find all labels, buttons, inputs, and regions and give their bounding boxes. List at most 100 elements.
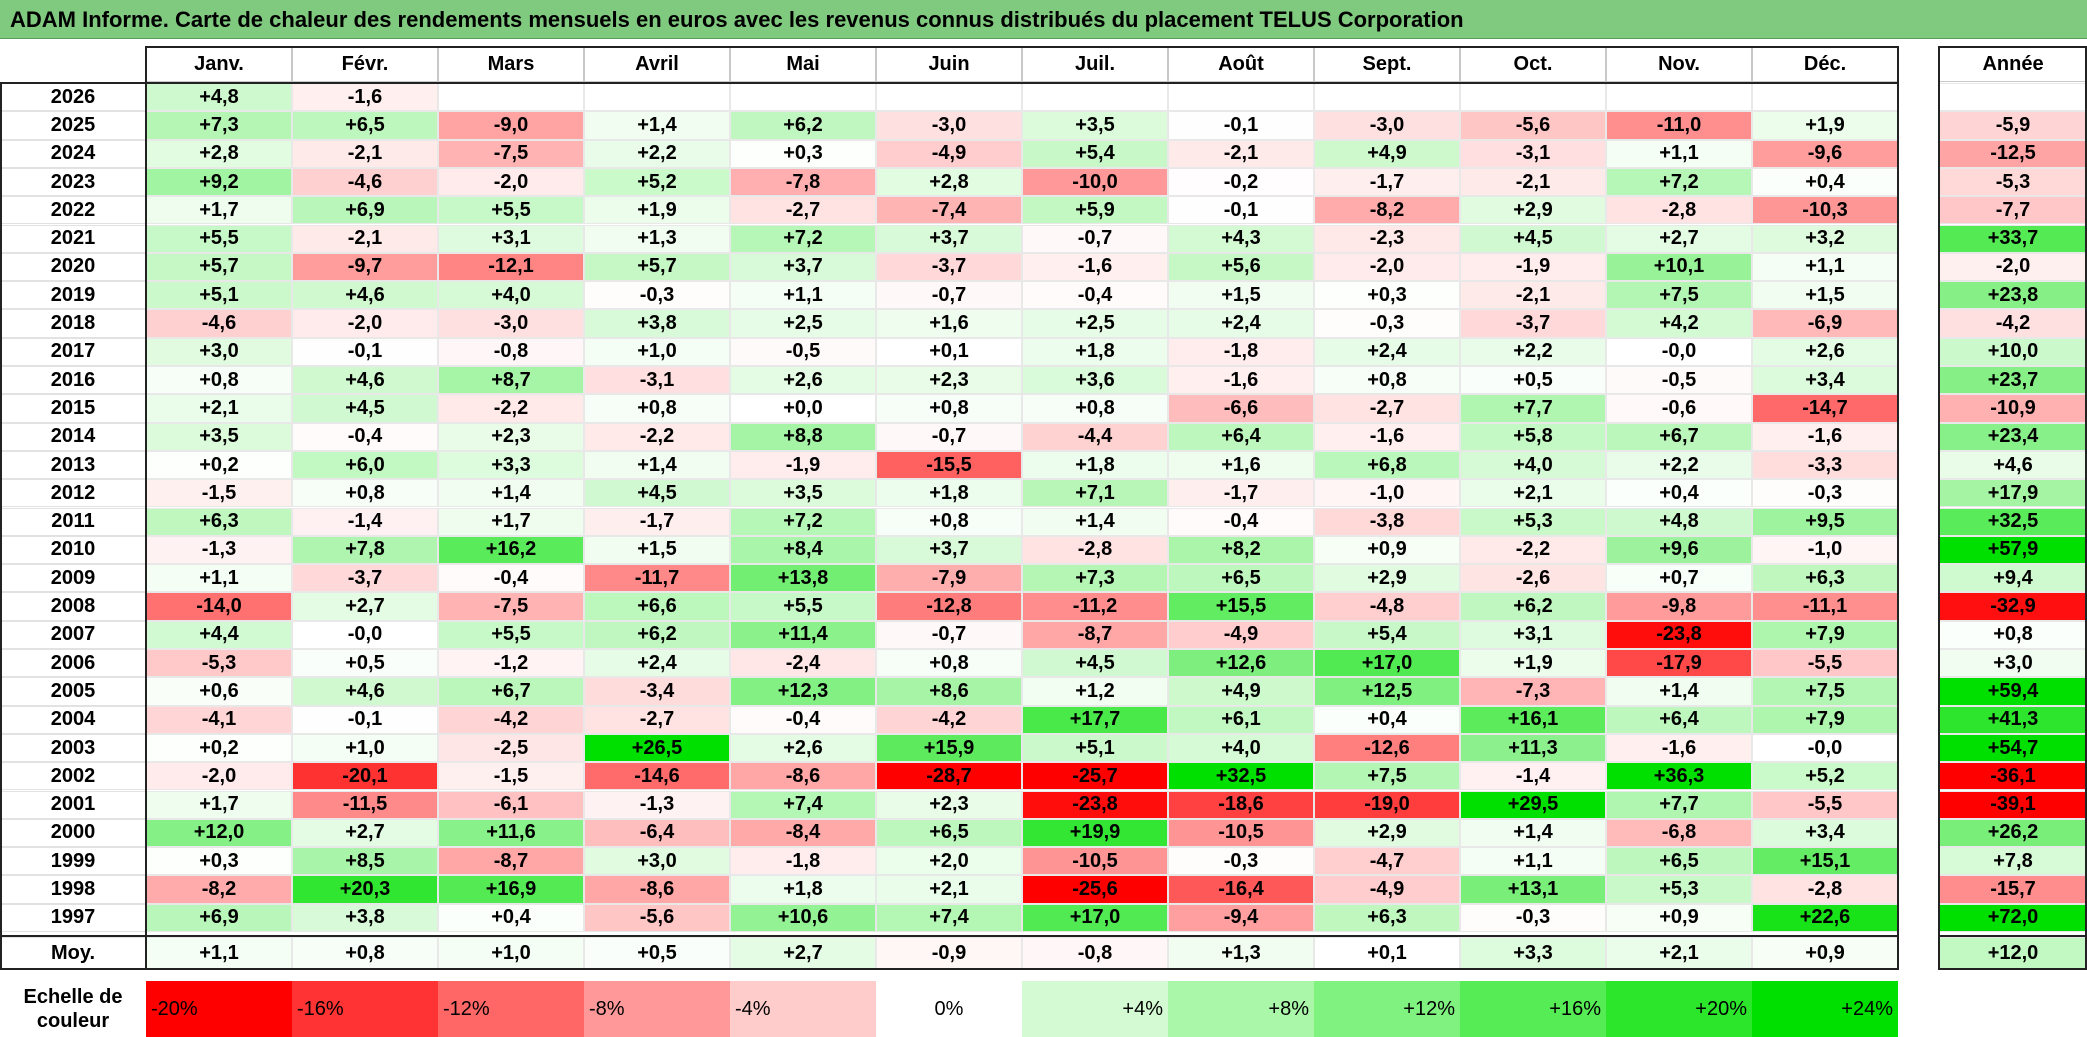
year-label: 2018 [0, 309, 146, 338]
heatmap-cell: -1,6 [1022, 252, 1168, 282]
heatmap-cell: +4,9 [1168, 677, 1314, 706]
year-label: 2016 [0, 366, 146, 395]
heatmap-cell: -14,0 [146, 592, 292, 621]
heatmap-cell: -1,9 [1460, 252, 1606, 282]
annual-cell: -12,5 [1939, 139, 2087, 168]
year-label: 2011 [0, 507, 146, 536]
heatmap-cell: +2,2 [1606, 450, 1752, 480]
heatmap-cell: +7,4 [876, 903, 1022, 932]
heatmap-cell: +1,7 [146, 790, 292, 819]
heatmap-cell: +4,8 [1606, 507, 1752, 536]
year-label: 2005 [0, 677, 146, 706]
heatmap-cell: +0,6 [146, 677, 292, 706]
heatmap-cell: +0,2 [146, 733, 292, 763]
heatmap-cell: -0,6 [1606, 394, 1752, 423]
heatmap-cell: -0,5 [730, 337, 876, 366]
average-cell: +2,7 [730, 937, 876, 969]
annual-cell: +9,4 [1939, 564, 2087, 593]
heatmap-cell: +7,7 [1606, 790, 1752, 819]
heatmap-cell: +5,3 [1606, 875, 1752, 904]
annual-cell: +10,0 [1939, 337, 2087, 366]
heatmap-cell: +0,8 [292, 479, 438, 508]
average-annual-cell: +12,0 [1939, 937, 2087, 969]
heatmap-cell: +1,7 [146, 196, 292, 225]
color-scale-swatch: +12% [1314, 981, 1460, 1037]
heatmap-cell: -3,7 [292, 564, 438, 593]
heatmap-cell: +22,6 [1752, 903, 1898, 932]
heatmap-cell: -4,9 [1168, 620, 1314, 649]
heatmap-cell: +5,1 [1022, 733, 1168, 763]
heatmap-cell: +2,2 [1460, 337, 1606, 366]
heatmap-cell: +0,4 [1314, 705, 1460, 734]
heatmap-cell: -9,7 [292, 252, 438, 282]
year-label: 2009 [0, 564, 146, 593]
month-header-12: Déc. [1752, 47, 1898, 82]
month-header-8: Août [1168, 47, 1314, 82]
month-header-11: Nov. [1606, 47, 1752, 82]
heatmap-cell: -4,7 [1314, 847, 1460, 876]
heatmap-cell: -0,7 [876, 422, 1022, 451]
year-label: 2013 [0, 450, 146, 480]
annual-cell: +41,3 [1939, 705, 2087, 734]
heatmap-cell: +1,4 [1460, 818, 1606, 848]
average-separator-annual [1939, 935, 2087, 937]
heatmap-cell: +1,4 [584, 450, 730, 480]
heatmap-cell: +1,0 [584, 337, 730, 366]
heatmap-cell: -10,0 [1022, 167, 1168, 197]
heatmap-cell: +2,0 [876, 847, 1022, 876]
average-cell: +0,8 [292, 937, 438, 969]
heatmap-cell: +0,4 [438, 903, 584, 932]
heatmap-cell: +6,3 [146, 507, 292, 536]
heatmap-cell: -4,8 [1314, 592, 1460, 621]
heatmap-cell: -3,0 [876, 111, 1022, 140]
heatmap-cell: +7,8 [292, 535, 438, 565]
heatmap-cell: -8,2 [146, 875, 292, 904]
heatmap-cell: -1,5 [146, 479, 292, 508]
annual-cell: +0,8 [1939, 620, 2087, 649]
heatmap-cell: +6,4 [1606, 705, 1752, 734]
annual-cell: +26,2 [1939, 818, 2087, 848]
heatmap-cell [1314, 83, 1460, 112]
heatmap-cell: +6,7 [1606, 422, 1752, 451]
heatmap-cell: -3,1 [584, 366, 730, 395]
annual-cell: +59,4 [1939, 677, 2087, 706]
heatmap-cell: -0,3 [584, 281, 730, 310]
annual-cell: +17,9 [1939, 479, 2087, 508]
heatmap-cell: +1,8 [1022, 450, 1168, 480]
heatmap-cell: -2,2 [1460, 535, 1606, 565]
heatmap-cell: -0,3 [1168, 847, 1314, 876]
annual-cell: -15,7 [1939, 875, 2087, 904]
heatmap-cell: -10,5 [1168, 818, 1314, 848]
heatmap-cell: +12,0 [146, 818, 292, 848]
heatmap-cell: -0,2 [1168, 167, 1314, 197]
heatmap-cell: -2,1 [1168, 139, 1314, 168]
year-label: 2019 [0, 281, 146, 310]
heatmap-cell: +2,9 [1314, 818, 1460, 848]
annual-cell: +23,7 [1939, 366, 2087, 395]
heatmap-cell: +1,7 [438, 507, 584, 536]
heatmap-cell: -6,8 [1606, 818, 1752, 848]
heatmap-cell [1460, 83, 1606, 112]
heatmap-cell: -10,3 [1752, 196, 1898, 225]
heatmap-cell: +5,1 [146, 281, 292, 310]
heatmap-cell: -7,9 [876, 564, 1022, 593]
heatmap-cell: -2,1 [1460, 281, 1606, 310]
heatmap-cell: +4,9 [1314, 139, 1460, 168]
average-cell: +0,5 [584, 937, 730, 969]
heatmap-cell: -3,0 [1314, 111, 1460, 140]
heatmap-cell: -8,6 [730, 762, 876, 791]
heatmap-cell: +4,6 [292, 281, 438, 310]
heatmap-cell: -1,6 [292, 83, 438, 112]
heatmap-cell: -9,8 [1606, 592, 1752, 621]
heatmap-cell: +17,0 [1022, 903, 1168, 932]
heatmap-cell: +6,5 [876, 818, 1022, 848]
heatmap-cell: +2,4 [1168, 309, 1314, 338]
color-scale-swatch: -16% [292, 981, 438, 1037]
heatmap-cell: +0,8 [876, 394, 1022, 423]
heatmap-cell: +2,9 [1460, 196, 1606, 225]
heatmap-cell: -2,4 [730, 649, 876, 678]
heatmap-cell: +16,1 [1460, 705, 1606, 734]
annual-cell: -36,1 [1939, 762, 2087, 791]
annual-cell: +23,8 [1939, 281, 2087, 310]
